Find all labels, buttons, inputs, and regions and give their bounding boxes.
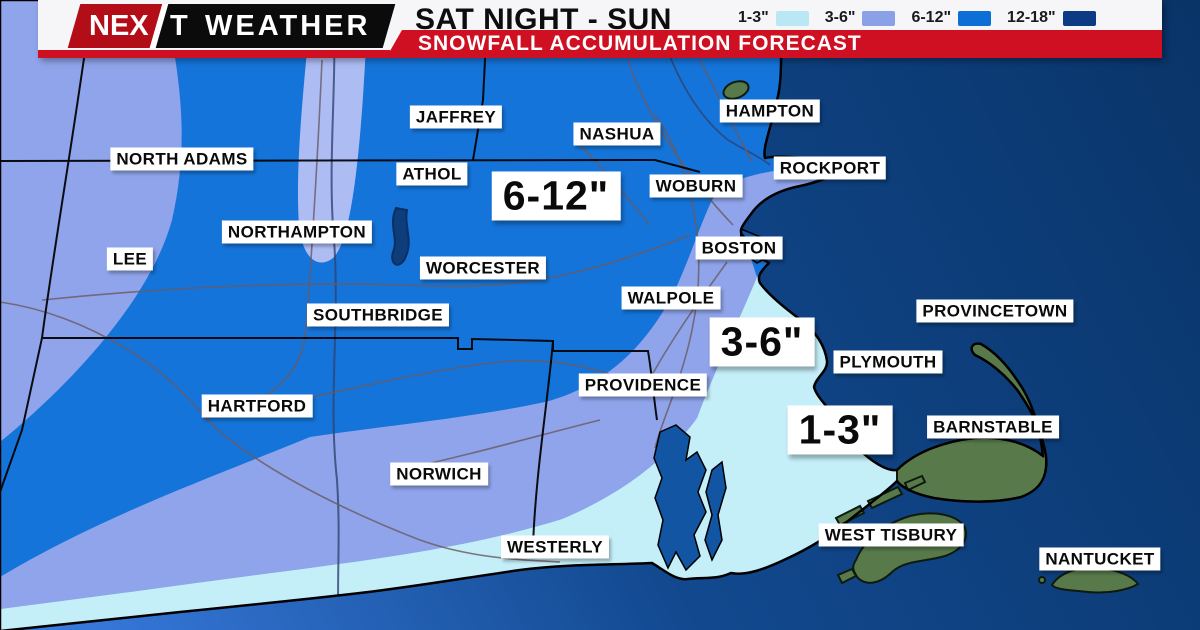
- logo-weather-text: WEATHER: [205, 10, 371, 42]
- elizabeth-islands: [866, 485, 904, 510]
- legend-swatch: [862, 10, 896, 26]
- page-title: SAT NIGHT - SUN: [415, 3, 672, 36]
- narragansett-bay: [653, 424, 707, 572]
- legend-item-4: 12-18": [1007, 9, 1096, 27]
- legend-swatch: [1062, 10, 1096, 26]
- legend-swatch: [958, 10, 992, 26]
- header-red-strip: [38, 50, 390, 58]
- legend-item-2: 3-6": [825, 9, 896, 27]
- legend-label: 6-12": [911, 9, 952, 26]
- hampton-marsh: [722, 80, 750, 100]
- logo-black-section: T WEATHER: [155, 4, 396, 48]
- legend-swatch: [775, 10, 809, 26]
- legend: 1-3" 3-6" 6-12" 12-18": [738, 9, 1096, 27]
- tuckernuck-islet: [1038, 576, 1046, 584]
- legend-item-3: 6-12": [911, 9, 992, 27]
- band-3-6-crescent: [0, 170, 836, 609]
- logo-next-text: NEX: [89, 10, 149, 42]
- banner-text: SNOWFALL ACCUMULATION FORECAST: [418, 32, 862, 55]
- elizabeth-islands: [834, 504, 866, 527]
- quabbin-reservoir: [391, 206, 410, 266]
- band-3-6-northwest: [0, 0, 182, 442]
- legend-label: 12-18": [1007, 9, 1056, 26]
- legend-label: 3-6": [824, 9, 856, 26]
- logo-red-section: NEX: [67, 4, 162, 48]
- legend-label: 1-3": [738, 9, 769, 26]
- banner: SNOWFALL ACCUMULATION FORECAST: [386, 30, 1162, 58]
- next-weather-logo: NEX T WEATHER: [67, 4, 396, 48]
- logo-t-text: T: [169, 10, 188, 42]
- sakonnet-inlet: [704, 460, 727, 562]
- aquinnah-islet: [836, 567, 858, 585]
- legend-item-1: 1-3": [738, 9, 809, 27]
